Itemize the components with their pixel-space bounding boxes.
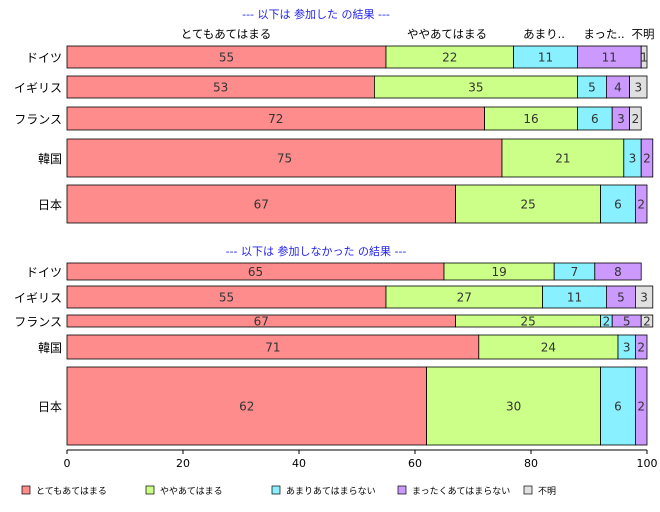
data-label: 67 [254, 315, 269, 329]
bar-segment [635, 184, 648, 224]
data-label: 62 [239, 400, 254, 414]
data-label: 24 [541, 341, 556, 355]
data-label: 25 [520, 315, 535, 329]
data-label: 11 [538, 51, 553, 65]
bar-segment [66, 184, 457, 224]
category-label: 韓国 [38, 341, 62, 355]
column-header: まった.. [583, 27, 624, 41]
bar-segment [635, 285, 654, 309]
data-label: 25 [520, 198, 535, 212]
legend-label: まったくあてはまらない [412, 486, 510, 497]
data-label: 11 [567, 291, 582, 305]
column-header: ややあてはまる [407, 27, 487, 41]
legend-label: 不明 [538, 486, 556, 497]
data-label: 8 [614, 265, 622, 279]
bar-segment [501, 138, 625, 178]
data-label: 75 [277, 152, 292, 166]
bar-segment [629, 106, 642, 131]
bar-segment [640, 138, 654, 178]
bar-segment [629, 75, 648, 99]
bar-segment [478, 334, 619, 360]
data-label: 2 [643, 152, 651, 166]
x-tick-label: 0 [64, 457, 71, 470]
data-label: 72 [268, 112, 283, 126]
data-label: 4 [614, 81, 622, 95]
panel-title: --- 以下は 参加しなかった の結果 --- [226, 244, 407, 258]
data-label: 2 [603, 315, 611, 329]
column-header: 不明 [632, 27, 655, 41]
category-label: イギリス [14, 291, 62, 305]
bar-segment [600, 366, 636, 446]
legend-swatch [271, 485, 281, 495]
data-label: 65 [248, 265, 263, 279]
data-label: 3 [623, 341, 631, 355]
legend-swatch [397, 485, 407, 495]
data-label: 35 [468, 81, 483, 95]
bar-segment [640, 45, 648, 69]
panel-title: --- 以下は 参加した の結果 --- [242, 7, 390, 21]
legend-swatch [523, 485, 533, 495]
category-label: 日本 [38, 400, 62, 414]
category-label: イギリス [14, 81, 62, 95]
legend-swatch [145, 485, 155, 495]
data-label: 5 [623, 315, 631, 329]
category-label: ドイツ [26, 266, 62, 280]
data-label: 6 [614, 400, 622, 414]
category-label: フランス [14, 113, 62, 127]
data-label: 21 [555, 152, 570, 166]
data-label: 2 [637, 198, 645, 212]
column-header: あまり.. [523, 27, 565, 41]
category-label: ドイツ [26, 51, 62, 65]
data-label: 6 [591, 112, 599, 126]
data-label: 22 [442, 51, 457, 65]
bar-segment [66, 334, 480, 360]
data-label: 3 [617, 112, 625, 126]
column-header: とてもあてはまる [181, 27, 272, 41]
bar-segment [600, 184, 636, 224]
data-label: 2 [632, 112, 640, 126]
data-label: 55 [219, 291, 234, 305]
x-tick-label: 100 [637, 457, 658, 470]
data-label: 19 [491, 265, 506, 279]
x-tick-label: 60 [408, 457, 422, 470]
data-label: 67 [254, 198, 269, 212]
legend-label: とてもあてはまる [36, 486, 107, 497]
data-label: 30 [506, 400, 521, 414]
bar-segment [66, 138, 503, 178]
x-tick-label: 20 [176, 457, 190, 470]
data-label: 2 [643, 315, 651, 329]
legend-label: あまりあてはまらない [286, 486, 376, 497]
data-label: 71 [265, 341, 280, 355]
data-label: 27 [457, 291, 472, 305]
data-label: 3 [629, 152, 637, 166]
legend-label: ややあてはまる [160, 486, 223, 497]
bar-segment [635, 334, 648, 360]
bar-segment [455, 184, 602, 224]
category-label: 韓国 [38, 152, 62, 166]
bar-segment [635, 366, 648, 446]
data-label: 5 [617, 291, 625, 305]
data-label: 2 [637, 341, 645, 355]
bar-segment [594, 262, 642, 281]
x-tick-label: 80 [524, 457, 538, 470]
x-tick-label: 40 [292, 457, 306, 470]
data-label: 7 [571, 265, 579, 279]
data-label: 1 [640, 51, 648, 65]
bar-segment [66, 366, 428, 446]
data-label: 53 [213, 81, 228, 95]
data-label: 5 [588, 81, 596, 95]
data-label: 3 [634, 81, 642, 95]
bar-segment [640, 314, 654, 328]
data-label: 2 [637, 400, 645, 414]
bar-segment [426, 366, 602, 446]
data-label: 3 [640, 291, 648, 305]
legend-swatch [21, 485, 31, 495]
data-label: 6 [614, 198, 622, 212]
data-label: 55 [219, 51, 234, 65]
data-label: 16 [523, 112, 538, 126]
data-label: 11 [602, 51, 617, 65]
category-label: 日本 [38, 198, 62, 212]
category-label: フランス [14, 315, 62, 329]
